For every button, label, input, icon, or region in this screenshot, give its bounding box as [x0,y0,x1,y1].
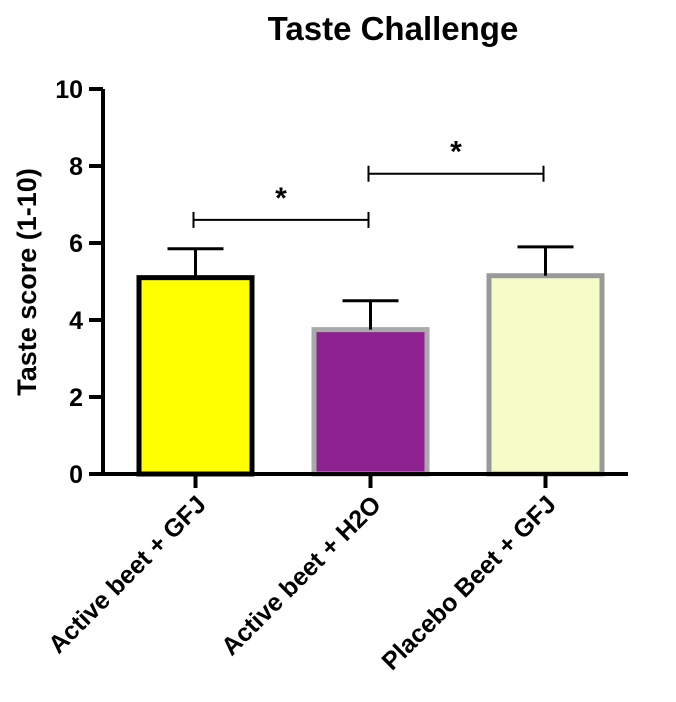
x-tick-label-0: Active beet + GFJ [43,490,212,659]
bar-2 [486,273,605,477]
chart-title: Taste Challenge [268,10,519,47]
y-axis-label: Taste score (1-10) [12,168,42,396]
x-tick-label-1: Active beet + H2O [216,490,387,661]
y-tick-label-5: 10 [55,76,83,104]
y-ticks-layer: 0 2 4 6 8 10 [55,76,103,489]
significance-layer: ** [192,136,545,228]
sig-label-0: * [275,182,287,215]
x-tick-label-2: Placebo Beet + GFJ [376,490,561,675]
y-tick-label-0: 0 [69,461,83,489]
x-labels-layer: Active beet + GFJ Active beet + H2OPlaceb… [43,474,562,676]
error-bars-layer [167,245,574,330]
bar-1 [311,327,430,477]
sig-label-1: * [450,136,462,169]
y-tick-label-1: 2 [69,384,83,412]
y-tick-label-3: 6 [69,230,83,258]
y-tick-label-2: 4 [69,307,83,335]
bar-0 [136,275,255,477]
y-tick-label-4: 8 [69,153,83,181]
